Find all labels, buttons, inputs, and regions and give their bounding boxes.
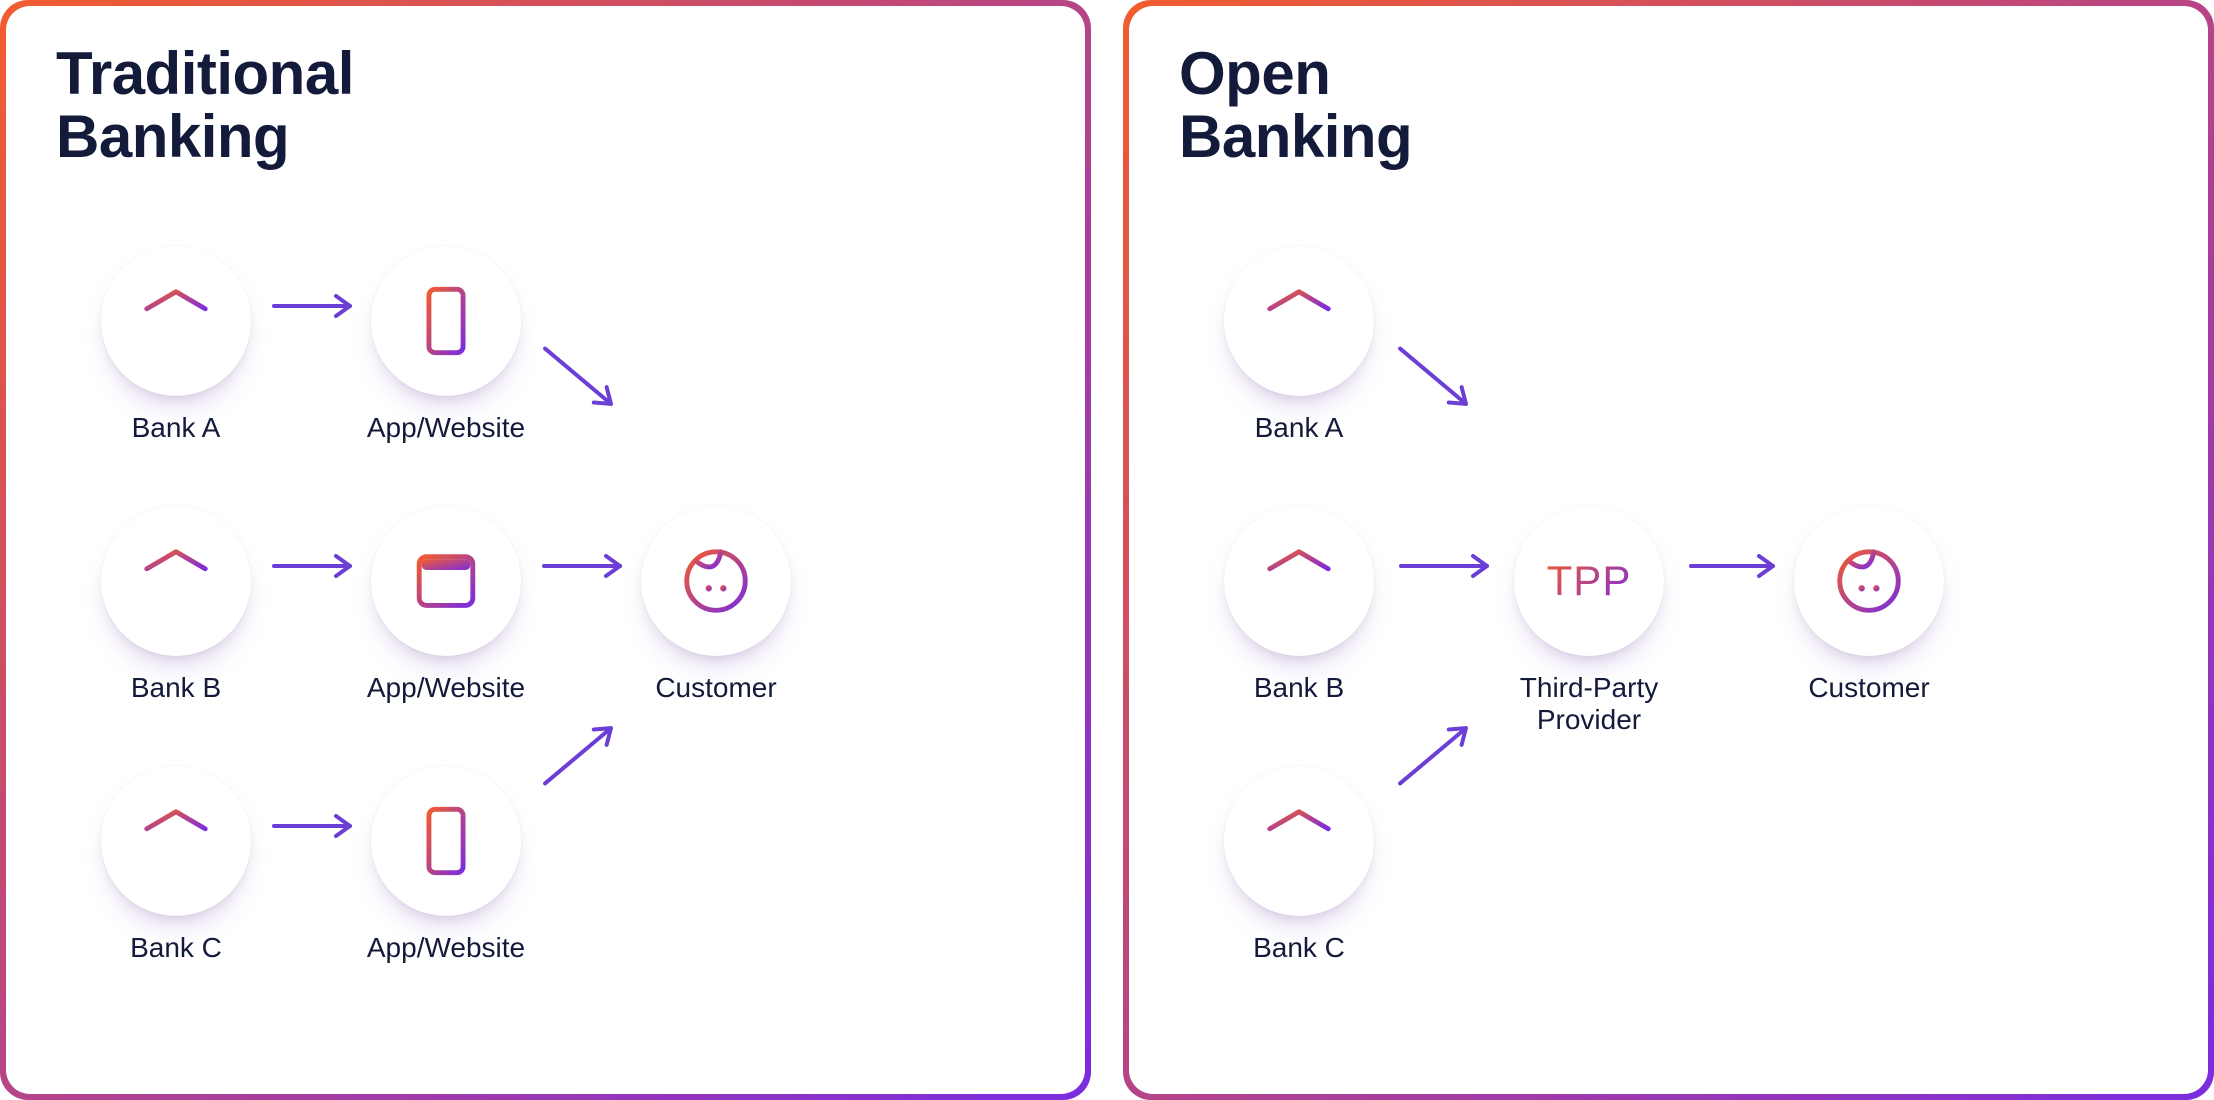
node-bankB: Bank B bbox=[96, 506, 256, 704]
panel-title: Traditional Banking bbox=[56, 42, 354, 168]
arrow-icon bbox=[529, 331, 639, 432]
node-label: Third-Party Provider bbox=[1509, 672, 1669, 736]
bank-icon bbox=[137, 542, 215, 620]
node-label: Bank C bbox=[1219, 932, 1379, 964]
browser-icon bbox=[407, 542, 485, 620]
bank-icon bbox=[1260, 802, 1338, 880]
node-circle bbox=[641, 506, 791, 656]
customer-icon bbox=[1830, 542, 1908, 620]
bank-icon bbox=[1260, 282, 1338, 360]
bank-icon bbox=[1260, 542, 1338, 620]
node-circle bbox=[1224, 766, 1374, 916]
node-circle bbox=[371, 246, 521, 396]
node-label: App/Website bbox=[366, 412, 526, 444]
customer-icon bbox=[677, 542, 755, 620]
node-circle bbox=[101, 766, 251, 916]
bank-icon bbox=[137, 282, 215, 360]
node-circle bbox=[101, 506, 251, 656]
node-circle bbox=[1794, 506, 1944, 656]
arrow-icon bbox=[529, 700, 639, 801]
node-circle: TPP bbox=[1514, 506, 1664, 656]
tpp-icon: TPP bbox=[1547, 557, 1632, 605]
arrow-icon bbox=[270, 286, 370, 326]
arrow-icon bbox=[1397, 546, 1507, 586]
node-label: Bank A bbox=[96, 412, 256, 444]
arrow-icon bbox=[1384, 331, 1494, 432]
bank-icon bbox=[137, 802, 215, 880]
arrow-icon bbox=[1384, 700, 1494, 801]
node-customer: Customer bbox=[636, 506, 796, 704]
node-bankA: Bank A bbox=[1219, 246, 1379, 444]
node-circle bbox=[1224, 506, 1374, 656]
node-label: Bank A bbox=[1219, 412, 1379, 444]
panel-title: Open Banking bbox=[1179, 42, 1412, 168]
node-circle bbox=[1224, 246, 1374, 396]
node-label: App/Website bbox=[366, 932, 526, 964]
node-label: Bank C bbox=[96, 932, 256, 964]
panel-open-banking: Open Banking Bank A Bank B Bank C TPP Thi… bbox=[1123, 0, 2214, 1100]
phone-icon bbox=[407, 282, 485, 360]
node-bankC: Bank C bbox=[1219, 766, 1379, 964]
node-bankA: Bank A bbox=[96, 246, 256, 444]
arrow-icon bbox=[270, 806, 370, 846]
phone-icon bbox=[407, 802, 485, 880]
node-circle bbox=[101, 246, 251, 396]
node-circle bbox=[371, 506, 521, 656]
node-appC: App/Website bbox=[366, 766, 526, 964]
arrow-icon bbox=[540, 546, 640, 586]
node-circle bbox=[371, 766, 521, 916]
diagram-stage: Traditional Banking Bank A App/Website B… bbox=[0, 0, 2214, 1100]
node-appA: App/Website bbox=[366, 246, 526, 444]
node-label: Bank B bbox=[96, 672, 256, 704]
node-bankB: Bank B bbox=[1219, 506, 1379, 704]
node-label: Customer bbox=[636, 672, 796, 704]
node-label: App/Website bbox=[366, 672, 526, 704]
node-customer: Customer bbox=[1789, 506, 1949, 704]
arrow-icon bbox=[1687, 546, 1793, 586]
arrow-icon bbox=[270, 546, 370, 586]
node-label: Bank B bbox=[1219, 672, 1379, 704]
node-appB: App/Website bbox=[366, 506, 526, 704]
panel-traditional-banking: Traditional Banking Bank A App/Website B… bbox=[0, 0, 1091, 1100]
node-label: Customer bbox=[1789, 672, 1949, 704]
node-tpp: TPP Third-Party Provider bbox=[1509, 506, 1669, 736]
node-bankC: Bank C bbox=[96, 766, 256, 964]
